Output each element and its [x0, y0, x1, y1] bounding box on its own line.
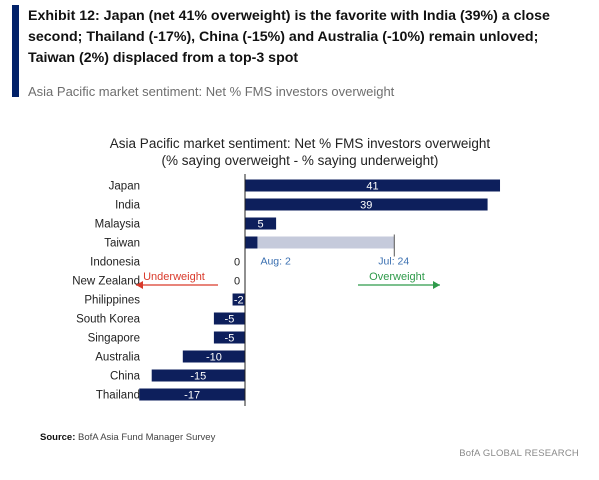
underweight-label: Underweight	[143, 271, 205, 283]
category-label: Indonesia	[90, 257, 140, 269]
exhibit-subtitle: Asia Pacific market sentiment: Net % FMS…	[28, 84, 395, 99]
bar	[139, 388, 245, 401]
source-text: BofA Asia Fund Manager Survey	[75, 432, 216, 443]
value-label: 5	[257, 219, 263, 231]
exhibit-header: Exhibit 12: Japan (net 41% overweight) i…	[0, 0, 599, 104]
category-label: New Zealand	[72, 276, 140, 288]
source-label: Source:	[40, 432, 76, 443]
category-label: Malaysia	[95, 219, 141, 231]
overweight-arrowhead	[433, 281, 440, 289]
value-label: -2	[234, 295, 244, 307]
source-note: Source: BofA Asia Fund Manager Survey	[40, 432, 215, 443]
value-label: -15	[190, 371, 206, 383]
category-label: South Korea	[76, 314, 141, 326]
bar	[213, 331, 245, 344]
category-label: India	[115, 200, 141, 212]
bar	[245, 198, 488, 211]
category-label: Australia	[95, 352, 140, 364]
chart-title: Asia Pacific market sentiment: Net % FMS…	[110, 136, 491, 151]
category-label: Thailand	[96, 390, 140, 402]
bar	[182, 350, 245, 363]
bar	[151, 369, 245, 382]
value-label: -10	[206, 352, 222, 364]
bar	[245, 217, 277, 230]
value-label: -5	[225, 314, 235, 326]
bar	[232, 293, 245, 306]
bar	[245, 179, 501, 192]
sentiment-bar-chart: Asia Pacific market sentiment: Net % FMS…	[72, 136, 501, 406]
value-label: -5	[225, 333, 235, 345]
value-label: 41	[366, 181, 378, 193]
value-label: 0	[234, 257, 240, 269]
accent-bar	[12, 5, 19, 97]
brand-label: BofA GLOBAL RESEARCH	[459, 448, 579, 459]
exhibit-title: Exhibit 12: Japan (net 41% overweight) i…	[28, 8, 550, 66]
underweight-arrowhead	[136, 281, 143, 289]
value-label: 39	[360, 200, 372, 212]
taiwan-start-label: Aug: 2	[260, 256, 291, 268]
chart-subtitle: (% saying overweight - % saying underwei…	[162, 153, 439, 168]
category-label: Singapore	[88, 333, 140, 345]
taiwan-end-label: Jul: 24	[378, 256, 409, 268]
bar	[245, 236, 258, 249]
value-label: -17	[184, 390, 200, 402]
category-label: Taiwan	[104, 238, 140, 250]
category-label: Philippines	[84, 295, 140, 307]
taiwan-range-bar	[257, 236, 395, 249]
bar	[213, 312, 245, 325]
overweight-label: Overweight	[369, 271, 425, 283]
category-label: China	[110, 371, 141, 383]
value-label: 0	[234, 276, 240, 288]
category-label: Japan	[109, 181, 140, 193]
